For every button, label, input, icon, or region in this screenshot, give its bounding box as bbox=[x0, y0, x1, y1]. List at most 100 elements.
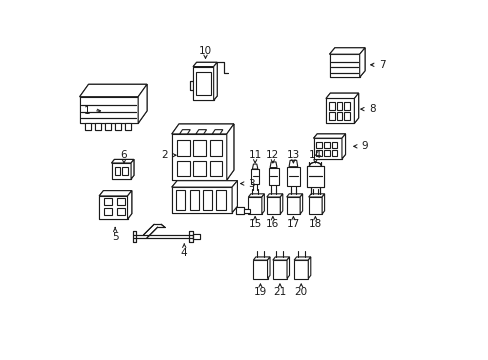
Text: 12: 12 bbox=[265, 150, 279, 160]
Bar bbox=[331, 149, 337, 156]
Bar bbox=[99, 196, 127, 219]
Bar bbox=[286, 167, 299, 186]
Bar bbox=[324, 149, 329, 156]
Bar bbox=[95, 123, 101, 130]
Bar bbox=[171, 187, 232, 213]
Bar bbox=[344, 112, 349, 120]
Polygon shape bbox=[232, 181, 237, 213]
Text: 8: 8 bbox=[368, 104, 375, 114]
Bar bbox=[203, 190, 212, 210]
Bar bbox=[344, 102, 349, 110]
Polygon shape bbox=[213, 62, 217, 100]
Bar bbox=[328, 112, 334, 120]
Bar bbox=[328, 112, 334, 120]
Bar bbox=[104, 123, 111, 130]
Bar bbox=[193, 67, 213, 100]
Bar bbox=[80, 97, 138, 123]
Bar bbox=[115, 167, 120, 175]
Polygon shape bbox=[286, 194, 302, 197]
Bar bbox=[196, 72, 210, 95]
Bar bbox=[344, 102, 349, 110]
Polygon shape bbox=[280, 194, 282, 214]
Bar bbox=[308, 197, 322, 214]
Bar bbox=[177, 161, 189, 176]
Bar bbox=[124, 123, 131, 130]
Text: 16: 16 bbox=[265, 219, 279, 229]
Polygon shape bbox=[313, 134, 345, 138]
Bar bbox=[171, 134, 226, 180]
Polygon shape bbox=[193, 62, 217, 67]
Bar bbox=[331, 142, 337, 148]
Polygon shape bbox=[354, 93, 358, 123]
Text: 3: 3 bbox=[248, 179, 254, 189]
Polygon shape bbox=[308, 194, 324, 197]
Text: 1: 1 bbox=[83, 106, 90, 116]
Bar bbox=[117, 198, 124, 205]
Bar bbox=[104, 208, 112, 215]
Bar bbox=[115, 123, 121, 130]
Bar bbox=[193, 140, 205, 156]
Bar bbox=[85, 123, 91, 130]
Bar bbox=[325, 99, 354, 123]
Polygon shape bbox=[99, 191, 132, 196]
Polygon shape bbox=[262, 194, 264, 214]
Bar bbox=[171, 187, 232, 213]
Polygon shape bbox=[131, 159, 134, 179]
Polygon shape bbox=[226, 124, 233, 180]
Polygon shape bbox=[266, 194, 282, 197]
Polygon shape bbox=[138, 84, 147, 123]
Bar bbox=[104, 198, 112, 205]
Bar bbox=[313, 138, 341, 159]
Text: 2: 2 bbox=[161, 150, 168, 160]
Bar bbox=[336, 102, 342, 110]
Bar bbox=[189, 190, 198, 210]
Bar bbox=[272, 260, 286, 279]
Polygon shape bbox=[341, 134, 345, 159]
Polygon shape bbox=[329, 48, 364, 54]
Bar bbox=[244, 209, 249, 213]
Bar bbox=[324, 142, 329, 148]
Bar bbox=[95, 123, 101, 130]
Polygon shape bbox=[232, 181, 237, 213]
Polygon shape bbox=[359, 48, 364, 77]
Bar bbox=[324, 149, 329, 156]
Bar bbox=[176, 190, 185, 210]
Polygon shape bbox=[341, 134, 345, 159]
Polygon shape bbox=[131, 159, 134, 179]
Bar bbox=[336, 112, 342, 120]
Polygon shape bbox=[212, 130, 223, 134]
Bar bbox=[216, 190, 225, 210]
Text: 18: 18 bbox=[308, 219, 322, 229]
Polygon shape bbox=[213, 62, 217, 100]
Polygon shape bbox=[322, 194, 324, 214]
Bar bbox=[235, 207, 244, 215]
Bar bbox=[80, 97, 138, 123]
Bar bbox=[124, 123, 131, 130]
Polygon shape bbox=[212, 130, 223, 134]
Bar bbox=[266, 197, 280, 214]
Polygon shape bbox=[196, 130, 206, 134]
Text: 11: 11 bbox=[248, 150, 261, 160]
Bar bbox=[325, 99, 354, 123]
Bar bbox=[193, 67, 213, 100]
Text: 6: 6 bbox=[121, 150, 127, 160]
Bar bbox=[344, 112, 349, 120]
Polygon shape bbox=[111, 159, 134, 163]
Bar bbox=[193, 161, 205, 176]
Bar bbox=[177, 161, 189, 176]
Bar bbox=[111, 163, 131, 179]
Bar bbox=[177, 140, 189, 156]
Bar bbox=[104, 123, 111, 130]
Text: 7: 7 bbox=[379, 60, 385, 70]
Bar bbox=[111, 163, 131, 179]
Bar bbox=[209, 140, 222, 156]
Bar bbox=[328, 102, 334, 110]
Text: 21: 21 bbox=[273, 287, 286, 297]
Bar bbox=[336, 112, 342, 120]
Bar bbox=[329, 54, 359, 77]
Polygon shape bbox=[179, 130, 190, 134]
Text: 4: 4 bbox=[181, 248, 187, 258]
Text: 15: 15 bbox=[248, 219, 261, 229]
Bar bbox=[171, 134, 226, 180]
Polygon shape bbox=[193, 62, 217, 67]
